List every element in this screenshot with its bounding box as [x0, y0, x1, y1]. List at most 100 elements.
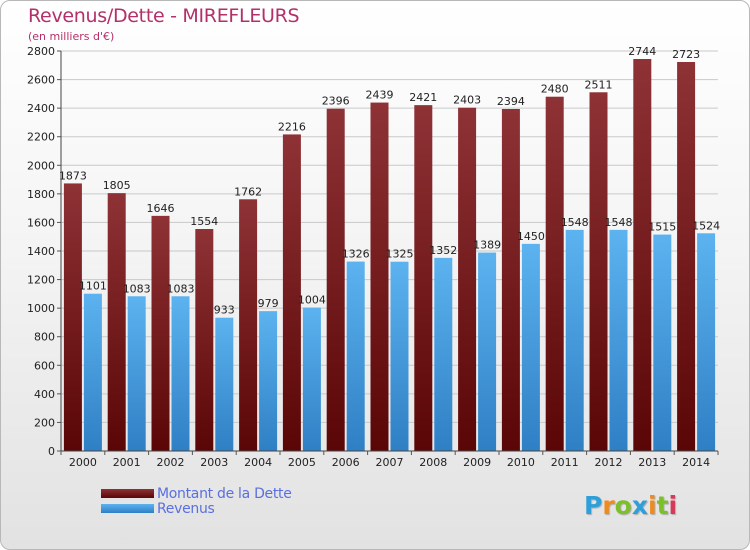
y-tick-label: 2800	[27, 45, 55, 58]
bar-revenus	[346, 261, 365, 451]
y-tick-label: 1200	[27, 274, 55, 287]
y-tick-label: 800	[34, 331, 55, 344]
bar-debt	[195, 229, 214, 451]
bar-revenus	[302, 307, 321, 451]
bar-debt	[63, 183, 82, 451]
bar-revenus	[478, 252, 497, 451]
bar-debt	[633, 59, 652, 451]
bar-debt	[589, 92, 608, 452]
bar-debt	[107, 193, 126, 451]
y-tick-label: 1800	[27, 188, 55, 201]
data-label-debt: 1554	[190, 215, 218, 228]
data-label-revenus: 1004	[298, 294, 326, 307]
bar-revenus	[697, 233, 716, 451]
data-label-debt: 2216	[278, 120, 306, 133]
y-tick-label: 2400	[27, 102, 55, 115]
brand-logo-letter: i	[668, 491, 678, 520]
data-label-revenus: 1083	[167, 282, 195, 295]
x-tick-label: 2013	[638, 456, 666, 469]
data-label-revenus: 1083	[123, 282, 151, 295]
brand-logo-letter: t	[656, 491, 669, 520]
bar-debt	[282, 134, 301, 451]
y-tick-label: 2600	[27, 74, 55, 87]
data-label-debt: 1646	[147, 202, 175, 215]
data-label-revenus: 1450	[517, 230, 545, 243]
data-label-debt: 1873	[59, 169, 87, 182]
bar-debt	[501, 109, 520, 451]
bar-revenus	[259, 311, 278, 451]
x-tick-label: 2004	[244, 456, 272, 469]
x-tick-label: 2007	[376, 456, 404, 469]
brand-logo-letter: P	[584, 491, 603, 520]
x-tick-label: 2011	[551, 456, 579, 469]
bar-debt	[239, 199, 258, 451]
legend-swatch-debt	[101, 489, 154, 498]
bar-revenus	[565, 229, 584, 451]
x-tick-label: 2000	[69, 456, 97, 469]
data-label-debt: 2403	[453, 94, 481, 107]
x-tick-label: 2001	[113, 456, 141, 469]
bar-debt	[151, 215, 170, 451]
data-label-revenus: 1325	[386, 248, 414, 261]
bar-revenus	[83, 293, 102, 451]
bar-debt	[414, 105, 433, 452]
brand-logo: Proxiti	[584, 491, 677, 520]
data-label-revenus: 1515	[648, 221, 676, 234]
legend-label-debt: Montant de la Dette	[157, 485, 292, 502]
bar-revenus	[127, 296, 146, 451]
x-tick-label: 2003	[200, 456, 228, 469]
y-tick-label: 400	[34, 388, 55, 401]
y-tick-label: 2000	[27, 159, 55, 172]
data-label-debt: 2439	[366, 89, 394, 102]
brand-logo-letter: r	[602, 491, 615, 520]
y-tick-label: 1600	[27, 216, 55, 229]
y-tick-label: 0	[48, 445, 55, 458]
bar-revenus	[521, 243, 540, 451]
data-label-debt: 2394	[497, 95, 525, 108]
legend-swatch-revenus	[101, 504, 154, 513]
data-label-debt: 1762	[234, 185, 262, 198]
legend-item-revenus: Revenus	[101, 500, 292, 517]
bar-revenus	[434, 257, 453, 451]
bar-revenus	[609, 229, 628, 451]
data-label-revenus: 1389	[473, 239, 501, 252]
brand-logo-letter: x	[631, 491, 648, 520]
data-label-revenus: 1352	[429, 244, 457, 257]
y-tick-label: 600	[34, 359, 55, 372]
data-label-revenus: 933	[214, 304, 235, 317]
bar-debt	[545, 96, 564, 451]
data-label-debt: 2744	[628, 45, 656, 58]
data-label-revenus: 979	[258, 297, 279, 310]
bar-revenus	[390, 261, 409, 451]
x-tick-label: 2006	[332, 456, 360, 469]
chart-title: Revenus/Dette - MIREFLEURS	[28, 5, 300, 27]
data-label-debt: 2480	[541, 83, 569, 96]
bar-debt	[677, 62, 696, 451]
data-label-debt: 1805	[103, 179, 131, 192]
data-label-revenus: 1101	[79, 280, 107, 293]
x-tick-label: 2010	[507, 456, 535, 469]
y-tick-label: 2200	[27, 131, 55, 144]
legend-item-debt: Montant de la Dette	[101, 485, 292, 502]
chart-subtitle: (en milliers d'€)	[28, 30, 115, 43]
bar-revenus	[653, 234, 672, 451]
brand-logo-letter: i	[648, 491, 657, 520]
data-label-debt: 2421	[409, 91, 437, 104]
y-tick-label: 1000	[27, 302, 55, 315]
x-tick-label: 2014	[682, 456, 710, 469]
data-label-revenus: 1548	[605, 216, 633, 229]
brand-logo-letter: o	[614, 491, 632, 520]
x-tick-label: 2009	[463, 456, 491, 469]
y-tick-label: 200	[34, 416, 55, 429]
bar-debt	[370, 102, 389, 452]
x-tick-label: 2012	[595, 456, 623, 469]
bar-debt	[326, 108, 345, 451]
legend-label-revenus: Revenus	[157, 500, 215, 517]
x-tick-label: 2005	[288, 456, 316, 469]
bar-revenus	[171, 296, 190, 451]
data-label-revenus: 1326	[342, 248, 370, 261]
x-tick-label: 2002	[157, 456, 185, 469]
y-tick-label: 1400	[27, 245, 55, 258]
x-tick-label: 2008	[419, 456, 447, 469]
